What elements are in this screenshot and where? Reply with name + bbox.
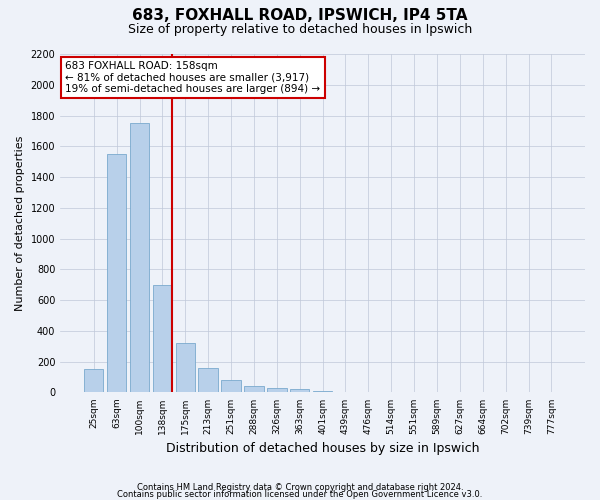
Bar <box>152 284 172 393</box>
X-axis label: Distribution of detached houses by size in Ipswich: Distribution of detached houses by size … <box>166 442 479 455</box>
Text: Contains HM Land Registry data © Crown copyright and database right 2024.: Contains HM Land Registry data © Crown c… <box>137 484 463 492</box>
Bar <box>313 391 332 392</box>
Bar <box>107 154 127 392</box>
Text: 683 FOXHALL ROAD: 158sqm
← 81% of detached houses are smaller (3,917)
19% of sem: 683 FOXHALL ROAD: 158sqm ← 81% of detach… <box>65 61 320 94</box>
Bar <box>130 123 149 392</box>
Text: 683, FOXHALL ROAD, IPSWICH, IP4 5TA: 683, FOXHALL ROAD, IPSWICH, IP4 5TA <box>132 8 468 22</box>
Bar <box>267 388 287 392</box>
Bar <box>199 368 218 392</box>
Bar <box>84 370 103 392</box>
Bar <box>244 386 263 392</box>
Bar <box>290 390 310 392</box>
Text: Contains public sector information licensed under the Open Government Licence v3: Contains public sector information licen… <box>118 490 482 499</box>
Bar <box>176 343 195 392</box>
Y-axis label: Number of detached properties: Number of detached properties <box>15 136 25 311</box>
Text: Size of property relative to detached houses in Ipswich: Size of property relative to detached ho… <box>128 22 472 36</box>
Bar <box>221 380 241 392</box>
